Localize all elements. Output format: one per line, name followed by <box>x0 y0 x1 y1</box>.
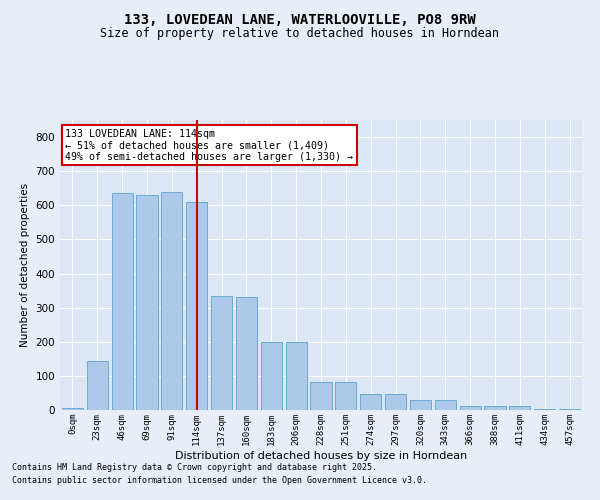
Bar <box>211 296 232 410</box>
Bar <box>236 298 257 410</box>
Bar <box>186 202 207 410</box>
Text: Size of property relative to detached houses in Horndean: Size of property relative to detached ho… <box>101 28 499 40</box>
Bar <box>112 194 133 410</box>
Bar <box>460 406 481 410</box>
Bar <box>261 342 282 410</box>
Bar <box>509 406 530 410</box>
Bar <box>310 382 332 410</box>
Bar <box>435 400 456 410</box>
Bar <box>62 408 83 410</box>
Y-axis label: Number of detached properties: Number of detached properties <box>20 183 30 347</box>
Bar <box>360 394 381 410</box>
Text: Contains HM Land Registry data © Crown copyright and database right 2025.: Contains HM Land Registry data © Crown c… <box>12 464 377 472</box>
Bar <box>335 382 356 410</box>
Bar <box>87 360 108 410</box>
Text: 133, LOVEDEAN LANE, WATERLOOVILLE, PO8 9RW: 133, LOVEDEAN LANE, WATERLOOVILLE, PO8 9… <box>124 12 476 26</box>
Bar <box>286 342 307 410</box>
Bar <box>385 394 406 410</box>
X-axis label: Distribution of detached houses by size in Horndean: Distribution of detached houses by size … <box>175 450 467 460</box>
Text: Contains public sector information licensed under the Open Government Licence v3: Contains public sector information licen… <box>12 476 427 485</box>
Bar <box>161 192 182 410</box>
Bar <box>136 195 158 410</box>
Text: 133 LOVEDEAN LANE: 114sqm
← 51% of detached houses are smaller (1,409)
49% of se: 133 LOVEDEAN LANE: 114sqm ← 51% of detac… <box>65 128 353 162</box>
Bar <box>484 406 506 410</box>
Bar <box>410 400 431 410</box>
